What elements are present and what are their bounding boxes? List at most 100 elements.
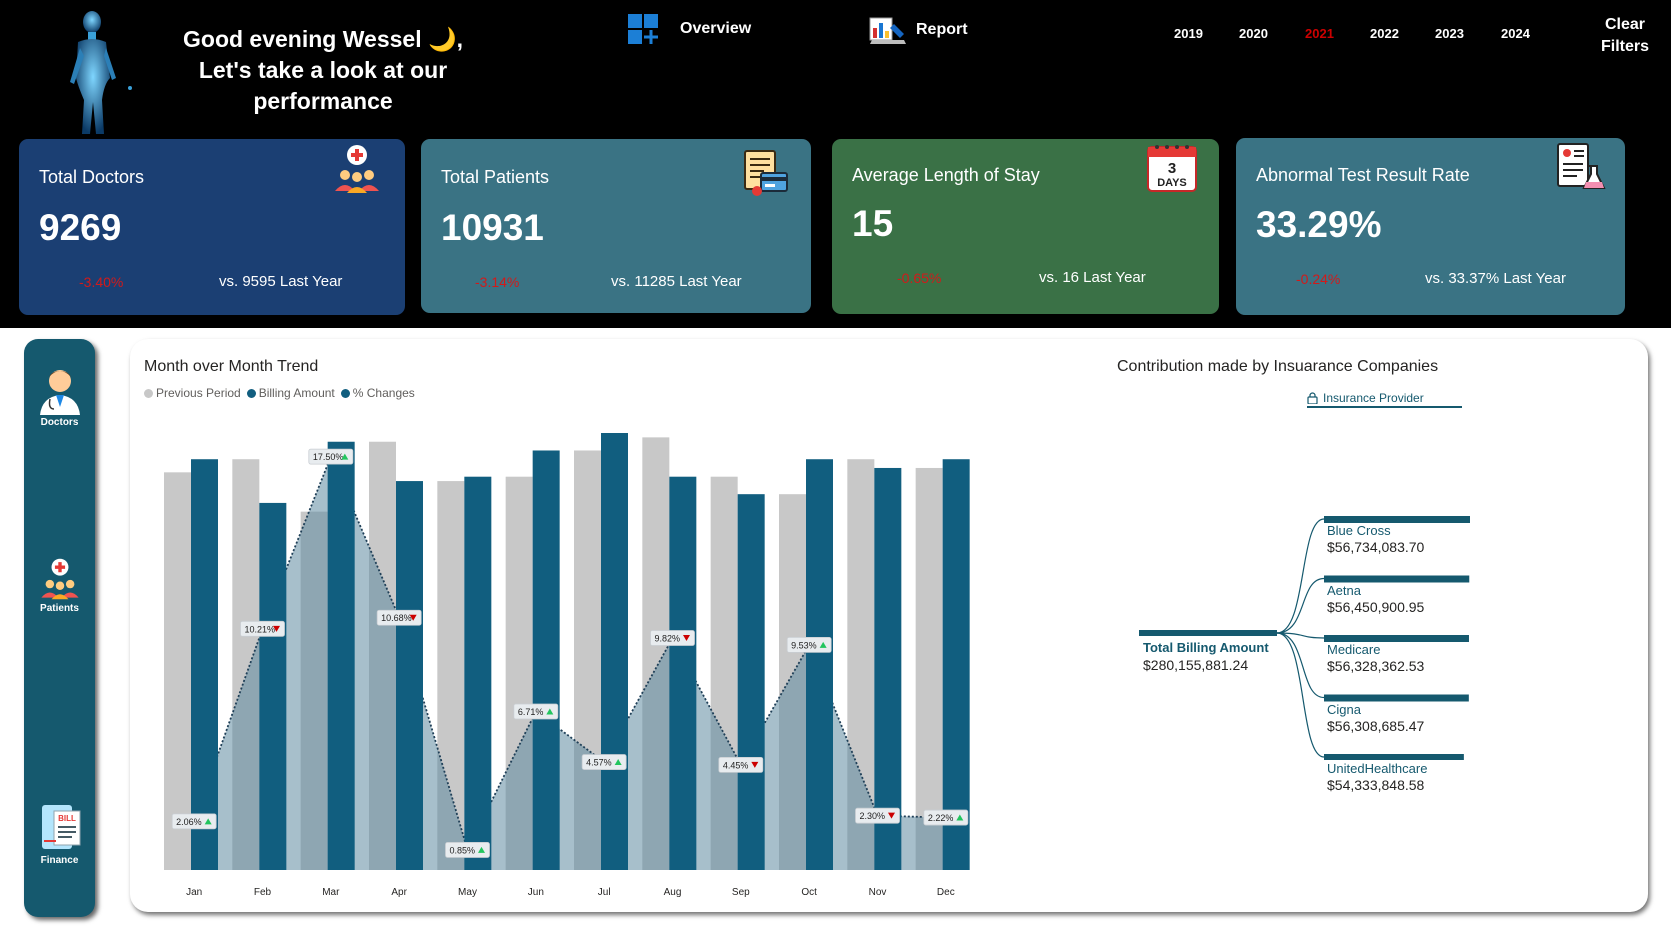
billing-amount-bar — [601, 433, 628, 870]
billing-amount-bar — [396, 481, 423, 870]
kpi-compare: vs. 16 Last Year — [1039, 269, 1146, 286]
x-axis-label: Sep — [732, 887, 750, 898]
human-body-icon — [70, 11, 132, 134]
tree-root-label[interactable]: Total Billing Amount — [1143, 640, 1269, 655]
x-axis-label: Nov — [869, 887, 887, 898]
kpi-compare: vs. 9595 Last Year — [219, 273, 343, 290]
billing-amount-bar — [942, 459, 970, 870]
billing-amount-bar — [464, 476, 492, 870]
x-axis-label: Feb — [254, 887, 272, 898]
nav-overview-label: Overview — [680, 20, 752, 37]
change-label: 2.06% — [176, 817, 202, 827]
kpi-value: 33.29% — [1256, 204, 1382, 245]
patient-record-icon — [744, 150, 788, 196]
year-2024[interactable]: 2024 — [1501, 26, 1530, 41]
calendar-3-days-icon: 3 DAYS — [1147, 145, 1197, 192]
tree-node-value: $56,308,685.47 — [1327, 718, 1425, 734]
nav-report[interactable]: Report — [868, 14, 968, 46]
lock-icon — [1307, 392, 1318, 404]
tree-connector — [1276, 632, 1325, 758]
tree-node-name[interactable]: Cigna — [1327, 702, 1361, 717]
year-2019[interactable]: 2019 — [1174, 26, 1203, 41]
down-arrow-icon — [683, 635, 690, 642]
billing-amount-bar — [259, 502, 287, 870]
tree-connector — [1276, 518, 1325, 634]
x-axis-label: Mar — [322, 887, 340, 898]
up-arrow-icon — [341, 453, 349, 460]
patients-icon — [40, 558, 79, 600]
kpi-value: 15 — [852, 203, 894, 244]
tree-connector — [1276, 632, 1325, 639]
change-label-box — [240, 620, 285, 637]
change-label: 9.53% — [791, 640, 817, 650]
billing-amount-bar — [532, 450, 560, 870]
previous-period-bar — [164, 472, 191, 870]
dashboard-grid-icon — [628, 14, 658, 44]
tree-node-bar — [1324, 754, 1464, 760]
changes-area — [194, 456, 946, 870]
kpi-card-total-doctors: Total Doctors 9269 -3.40% vs. 9595 Last … — [19, 139, 405, 315]
x-axis-label: Dec — [937, 887, 955, 898]
change-label-box — [923, 809, 969, 826]
kpi-title: Abnormal Test Result Rate — [1256, 165, 1470, 185]
lab-report-icon — [1557, 143, 1606, 189]
legend-label: Billing Amount — [258, 386, 335, 400]
tree-root-bar — [1139, 630, 1277, 636]
trend-chart-title: Month over Month Trend — [144, 358, 319, 375]
tree-node-name[interactable]: Aetna — [1327, 583, 1361, 598]
up-arrow-icon — [546, 708, 554, 715]
insurance-provider-filter-label: Insurance Provider — [1323, 391, 1424, 405]
up-arrow-icon — [956, 814, 964, 821]
year-2020[interactable]: 2020 — [1239, 26, 1268, 41]
sidebar-item-finance[interactable]: BILL Finance — [24, 801, 95, 866]
tree-node-name[interactable]: Medicare — [1327, 642, 1381, 657]
kpi-compare: vs. 11285 Last Year — [611, 273, 742, 290]
tree-node-name[interactable]: UnitedHealthcare — [1327, 761, 1428, 776]
tree-node-bar — [1324, 575, 1470, 583]
x-axis-label: May — [458, 887, 477, 898]
x-axis-label: Oct — [801, 887, 817, 898]
change-label-box — [581, 754, 627, 770]
calendar-days-label: DAYS — [1157, 177, 1187, 189]
change-label: 6.71% — [518, 707, 544, 717]
sidebar-item-patients[interactable]: Patients — [24, 557, 95, 614]
billing-amount-bar — [191, 459, 218, 870]
legend-item-billing-amount[interactable]: Billing Amount — [246, 386, 335, 400]
bill-text: BILL — [58, 814, 76, 823]
x-axis-label: Jun — [528, 887, 544, 898]
x-axis-label: Apr — [391, 887, 407, 898]
year-2021[interactable]: 2021 — [1305, 26, 1334, 41]
kpi-value: 10931 — [441, 207, 544, 248]
down-arrow-icon — [409, 614, 417, 621]
legend-item-previous-period[interactable]: Previous Period — [144, 386, 241, 400]
down-arrow-icon — [888, 812, 895, 819]
tree-node-value: $56,328,362.53 — [1327, 658, 1425, 674]
clear-filters-button[interactable]: Clear Filters — [1600, 16, 1649, 55]
kpi-card-abnormal-test-result-rate: Abnormal Test Result Rate 33.29% -0.24% … — [1236, 138, 1625, 315]
change-label-box — [718, 756, 764, 773]
tree-connector — [1276, 632, 1325, 699]
billing-amount-bar — [327, 441, 355, 870]
sidebar-item-doctors[interactable]: Doctors — [24, 363, 95, 428]
billing-amount-bar — [737, 494, 765, 870]
legend-item-changes[interactable]: % Changes — [340, 386, 415, 400]
legend-dot — [340, 388, 350, 398]
change-label: 10.68% — [381, 613, 412, 623]
tree-node-name[interactable]: Blue Cross — [1327, 523, 1391, 538]
change-label-box — [650, 630, 695, 646]
change-label: 0.85% — [450, 845, 476, 855]
change-label: 17.50% — [313, 452, 344, 462]
tree-node-value: $56,734,083.70 — [1327, 539, 1425, 555]
legend-dot — [246, 388, 256, 398]
kpi-change: -3.14% — [475, 274, 520, 290]
doctor-icon — [39, 370, 80, 415]
decomposition-tree — [1139, 516, 1470, 760]
year-2023[interactable]: 2023 — [1435, 26, 1464, 41]
year-2022[interactable]: 2022 — [1370, 26, 1399, 41]
insurance-provider-filter[interactable]: Insurance Provider — [1307, 390, 1462, 408]
kpi-card-total-patients: Total Patients 10931 -3.14% vs. 11285 La… — [421, 139, 811, 313]
billing-amount-bar — [806, 459, 833, 870]
kpi-change: -0.65% — [897, 270, 942, 286]
nav-overview[interactable]: Overview — [628, 14, 751, 44]
trend-legend: Previous Period Billing Amount % Changes — [144, 386, 421, 400]
